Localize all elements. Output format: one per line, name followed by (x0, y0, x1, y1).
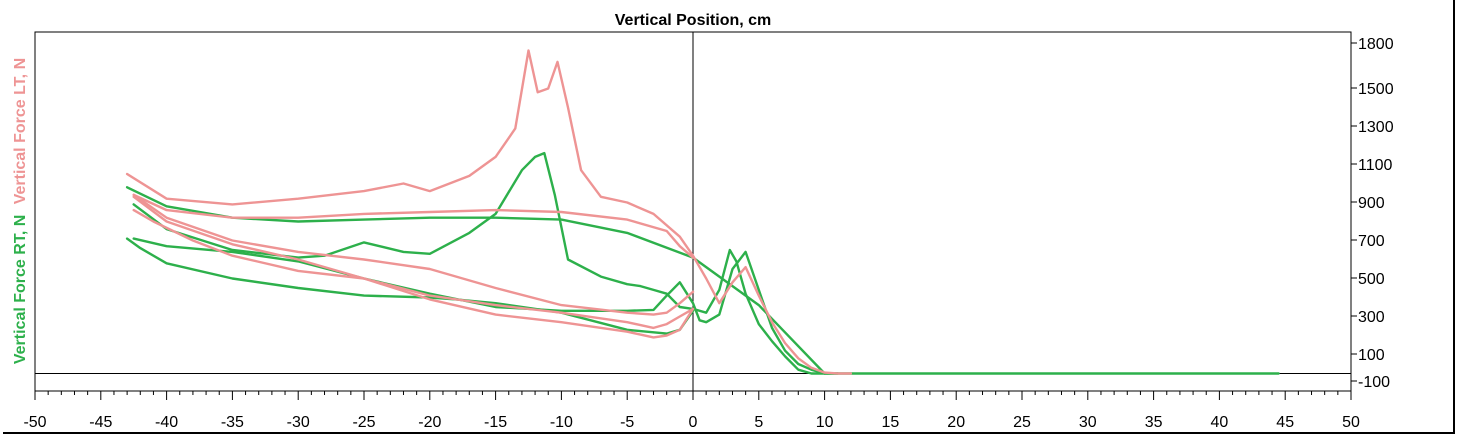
axes-group: -50 -45 -40 -35 -30 -25 -20 -15 -10 -5 0 5 10 15 20 25 3… (23, 32, 1394, 431)
x-tick-label: 50 (1342, 414, 1360, 431)
y-tick-label: 300 (1358, 309, 1385, 326)
x-tick-label: -45 (89, 414, 112, 431)
x-tick-label: 35 (1145, 414, 1163, 431)
series-line-green-2 (132, 151, 826, 375)
y-tick-label: 1500 (1358, 81, 1394, 98)
y-axis-label-green: Vertical Force RT, N (12, 215, 29, 364)
y-tick-label: 500 (1358, 271, 1385, 288)
x-tick-label: -35 (221, 414, 244, 431)
y-tick-label: -100 (1358, 374, 1390, 391)
x-tick-label: 40 (1211, 414, 1229, 431)
series-line-green-3 (132, 237, 839, 375)
series-line-red-7 (132, 193, 695, 316)
y-tick-label: 100 (1358, 347, 1385, 364)
x-tick-label: 25 (1013, 414, 1031, 431)
series-line-red-8 (132, 195, 695, 339)
x-tick-label: -25 (352, 414, 375, 431)
x-tick-label: -20 (418, 414, 441, 431)
x-tick-label: 0 (689, 414, 698, 431)
y-tick-label: 700 (1358, 233, 1385, 250)
x-tick-label: 45 (1276, 414, 1294, 431)
x-tick-label: -5 (620, 414, 634, 431)
x-tick-label: 15 (882, 414, 900, 431)
x-tick-label: 20 (947, 414, 965, 431)
y-tick-label: 1800 (1358, 36, 1394, 53)
x-tick-label: -50 (23, 414, 46, 431)
y-axis-label-red: Vertical Force LT, N (12, 58, 29, 204)
series-line-red-5 (125, 49, 853, 375)
x-tick-label: -10 (550, 414, 573, 431)
series-group (125, 49, 1280, 375)
x-tick-label: 5 (754, 414, 763, 431)
series-line-red-9 (132, 208, 695, 330)
x-tick-label: -30 (287, 414, 310, 431)
series-line-red-6 (132, 193, 695, 259)
y-tick-label: 900 (1358, 195, 1385, 212)
page-frame (3, 0, 1455, 434)
x-tick-label: 30 (1079, 414, 1097, 431)
series-line-green-1 (125, 186, 1280, 375)
x-tick-label: -15 (484, 414, 507, 431)
x-tick-label: -40 (155, 414, 178, 431)
y-tick-label: 1100 (1358, 157, 1393, 174)
y-axis-label: Vertical Force RT, N Vertical Force LT, … (12, 58, 29, 364)
y-tick-label: 1300 (1358, 119, 1394, 136)
y-axis-label-group: Vertical Force RT, N Vertical Force LT, … (12, 58, 29, 364)
x-tick-label: 10 (816, 414, 834, 431)
chart-title: Vertical Position, cm (615, 12, 772, 29)
